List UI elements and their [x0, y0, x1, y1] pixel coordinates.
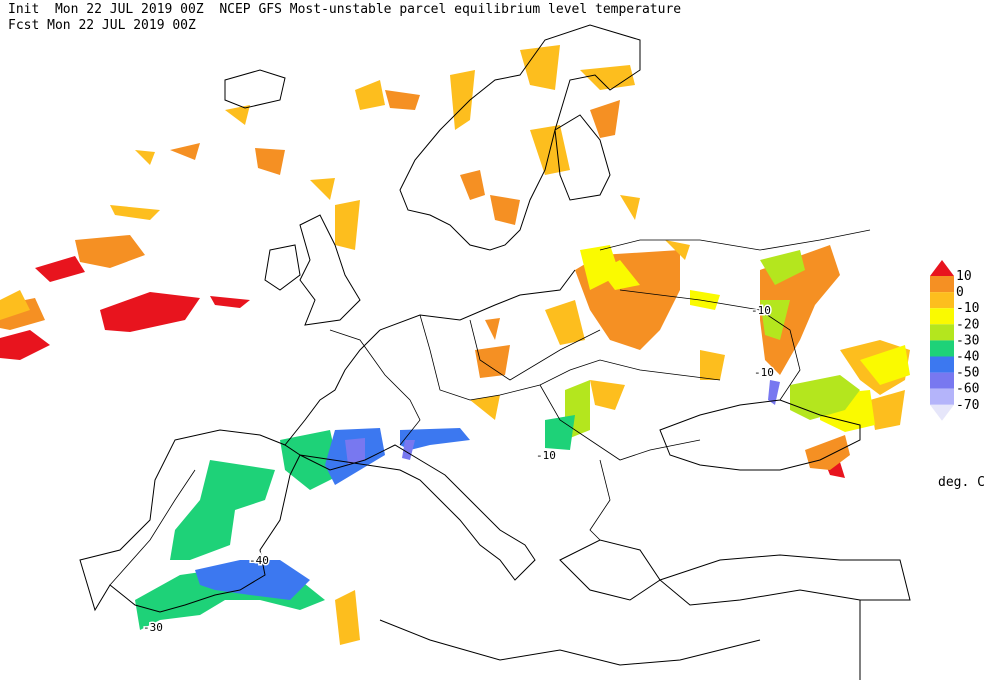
contour-labels: -10 -10 -10 -40 -30 — [142, 303, 776, 636]
contour-label: -10 — [751, 304, 771, 317]
legend-label: -30 — [956, 333, 979, 348]
contour-label: -10 — [754, 366, 774, 379]
legend-swatch — [930, 372, 954, 389]
legend-arrow-top — [930, 260, 954, 276]
color-legend: 100-10-20-30 -40-50-60-70 — [930, 260, 979, 421]
legend-label: -40 — [956, 350, 979, 365]
legend-label: 10 — [956, 269, 972, 284]
legend-label: -60 — [956, 382, 979, 397]
init-line: Init Mon 22 JUL 2019 00Z NCEP GFS Most-u… — [8, 2, 681, 17]
legend-swatch — [930, 340, 954, 357]
shaded-field — [0, 45, 910, 645]
legend-label: -20 — [956, 317, 979, 332]
legend-swatch — [930, 324, 954, 341]
legend-label: -50 — [956, 366, 979, 381]
contour-label: -30 — [143, 621, 163, 634]
contour-label: -10 — [536, 449, 556, 462]
legend-swatch — [930, 308, 954, 325]
legend-label: -10 — [956, 301, 979, 316]
legend-swatch — [930, 276, 954, 293]
legend-swatch — [930, 356, 954, 373]
contour-label: -40 — [249, 554, 269, 567]
legend-arrow-bottom — [930, 404, 954, 421]
legend-swatch — [930, 292, 954, 309]
legend-unit: deg. C — [938, 475, 985, 490]
forecast-line: Fcst Mon 22 JUL 2019 00Z — [8, 18, 196, 33]
coastlines — [79, 24, 911, 680]
legend-swatch — [930, 388, 954, 405]
borders — [109, 229, 871, 586]
legend-label: 0 — [956, 285, 964, 300]
legend-label: -70 — [956, 398, 979, 413]
